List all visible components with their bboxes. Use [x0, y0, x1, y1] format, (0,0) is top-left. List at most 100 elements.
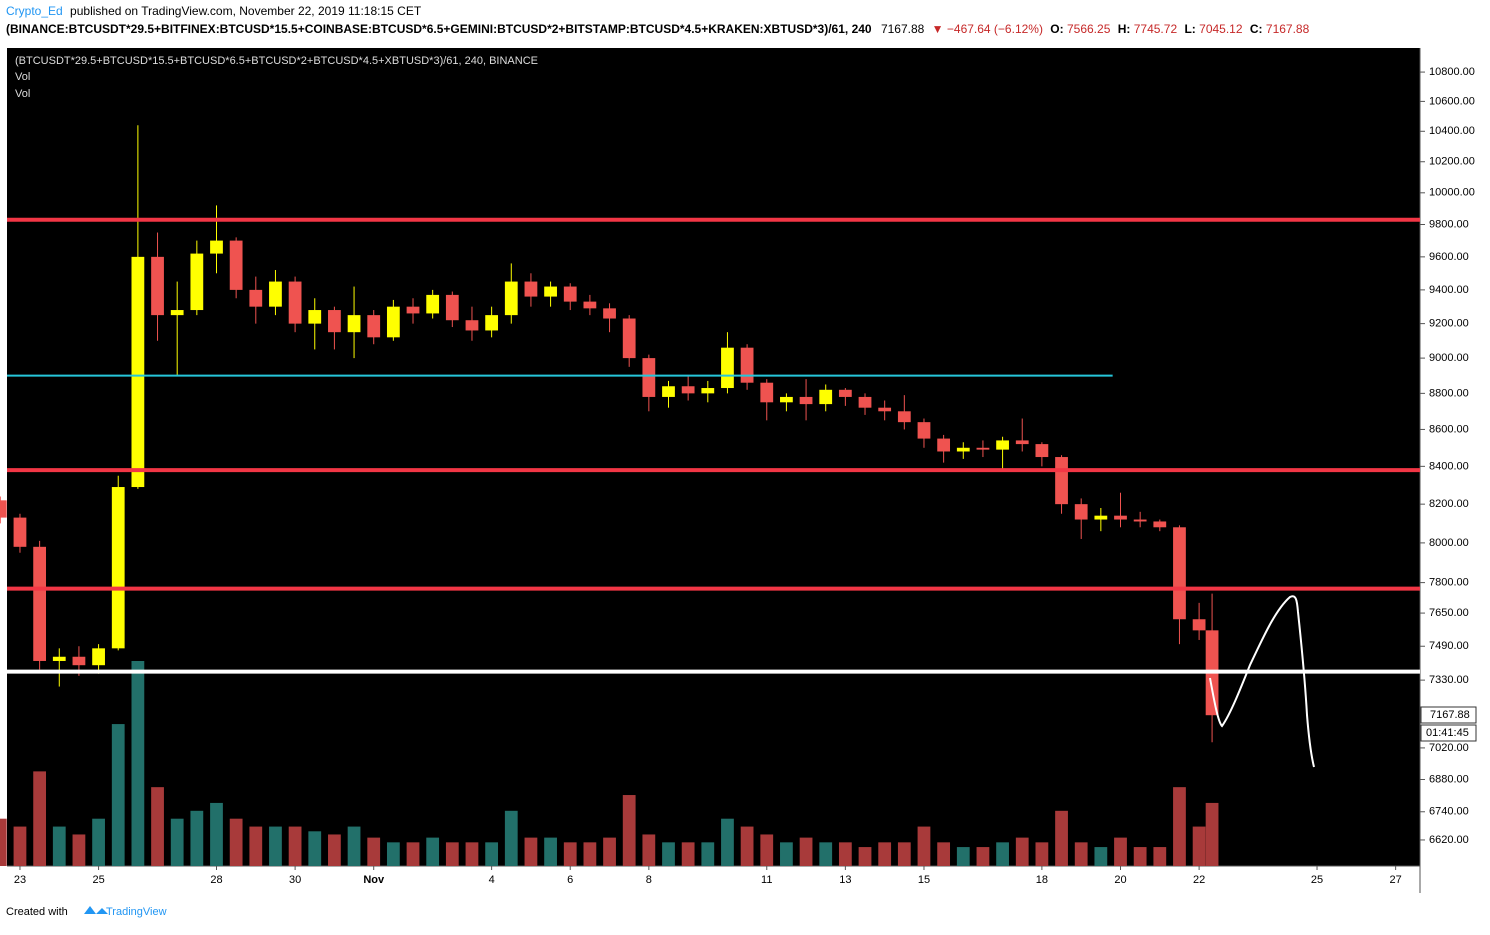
l-value: 7045.12 — [1199, 22, 1243, 36]
x-tick-label: 18 — [1036, 874, 1048, 886]
candle-body — [151, 256, 164, 316]
author[interactable]: Crypto_Ed — [6, 4, 63, 18]
y-tick-label: 7490.00 — [1429, 640, 1469, 652]
candle-body — [1015, 440, 1029, 445]
volume-bar — [386, 842, 400, 866]
y-tick-label: 8600.00 — [1429, 423, 1469, 435]
candle-body — [858, 396, 872, 408]
volume-bar — [524, 837, 538, 866]
candle-body — [897, 411, 911, 423]
candle-body — [740, 347, 754, 383]
y-tick-label: 7330.00 — [1429, 674, 1469, 686]
candle-body — [1035, 444, 1049, 458]
published: published on TradingView.com, November 2… — [70, 4, 422, 18]
timer-box — [1420, 724, 1477, 742]
hand-drawn-projection — [1209, 595, 1315, 768]
y-tick-label: 7020.00 — [1429, 742, 1469, 754]
o-label: O: — [1050, 22, 1063, 36]
volume-bar — [13, 826, 27, 866]
candle-body — [33, 546, 47, 661]
candle-body — [269, 281, 282, 307]
plot-background — [7, 48, 1420, 866]
candle-body — [72, 656, 86, 666]
candle-body — [465, 320, 479, 331]
candle-body — [131, 256, 145, 488]
volume-bar — [72, 834, 86, 866]
y-tick-label: 9200.00 — [1429, 318, 1469, 330]
candle-body — [780, 396, 793, 403]
volume-bar — [328, 834, 341, 866]
candle-body — [603, 308, 616, 319]
volume-bar — [878, 842, 892, 866]
volume-bar — [937, 842, 951, 866]
x-tick-label: 23 — [14, 874, 26, 886]
x-tick-label: 30 — [289, 874, 301, 886]
x-tick-label: 4 — [489, 874, 495, 886]
volume-bar — [799, 837, 813, 866]
volume-bar — [1074, 842, 1088, 866]
volume-bar — [210, 802, 223, 866]
x-tick-label: 8 — [646, 874, 652, 886]
candle-body — [622, 318, 636, 359]
volume-bar — [1153, 847, 1167, 866]
l-label: L: — [1184, 22, 1195, 36]
volume-bar — [465, 842, 479, 866]
volume-bar — [662, 842, 675, 866]
candle-body — [308, 310, 322, 324]
volume-bar — [170, 818, 184, 866]
volume-bar — [956, 847, 970, 866]
x-tick-label: 20 — [1114, 874, 1126, 886]
y-tick-label: 9000.00 — [1429, 352, 1469, 364]
x-tick-label: 22 — [1193, 874, 1205, 886]
volume-bar — [1035, 842, 1049, 866]
candle-body — [642, 358, 656, 397]
y-tick-label: 9400.00 — [1429, 284, 1469, 296]
candle-body — [426, 294, 440, 314]
volume-bar — [445, 842, 459, 866]
price-tag-box — [1420, 706, 1477, 724]
y-tick-label: 6740.00 — [1429, 806, 1469, 818]
candle-body — [1114, 515, 1127, 520]
candle-body — [563, 286, 577, 302]
x-tick-label: Nov — [363, 874, 385, 886]
y-tick-label: 8400.00 — [1429, 460, 1469, 472]
candle-body — [838, 389, 852, 397]
volume-bar — [288, 826, 302, 866]
candle-body — [347, 315, 361, 333]
volume-bar — [1205, 802, 1219, 866]
candle-body — [504, 281, 518, 316]
y-tick-label: 9800.00 — [1429, 218, 1469, 230]
h-label: H: — [1118, 22, 1131, 36]
volume-bar — [52, 826, 66, 866]
candle-body — [799, 396, 813, 405]
candle-body — [583, 301, 597, 309]
volume-bar — [190, 810, 204, 866]
candle-body — [92, 648, 105, 666]
volume-bar — [681, 842, 695, 866]
volume-bar — [111, 724, 125, 866]
volume-bar — [819, 842, 833, 866]
candle-body — [544, 286, 557, 297]
candle-body — [878, 407, 892, 412]
x-tick-label: 11 — [761, 874, 772, 886]
volume-bar — [583, 842, 597, 866]
volume-bar — [976, 847, 990, 866]
volume-bar — [1173, 787, 1186, 866]
candle-body — [1153, 521, 1167, 528]
candle-body — [662, 386, 675, 397]
volume-bar — [1114, 837, 1127, 866]
y-tick-label: 10000.00 — [1429, 187, 1475, 199]
volume-bar — [917, 826, 931, 866]
y-tick-label: 8800.00 — [1429, 387, 1469, 399]
candle-body — [760, 382, 774, 403]
volume-bar — [406, 842, 420, 866]
candle-body — [996, 440, 1009, 450]
candle-body — [288, 281, 302, 324]
candle-body — [819, 389, 833, 405]
price-tag: 7167.88 — [1430, 709, 1470, 721]
footer-brand[interactable]: TradingView — [106, 906, 167, 918]
legend-vol: Vol — [15, 71, 30, 83]
candle-body — [1192, 619, 1206, 631]
